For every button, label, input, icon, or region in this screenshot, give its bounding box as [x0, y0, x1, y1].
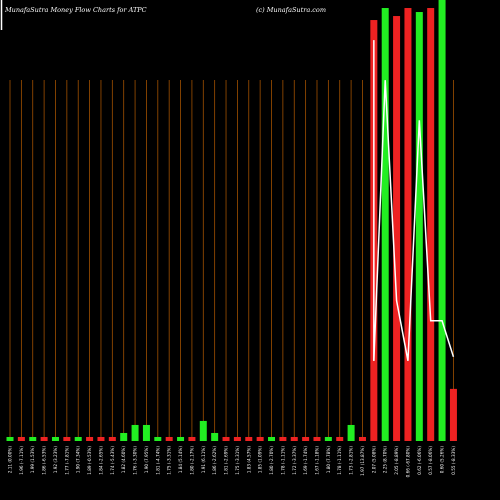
x-tick-label: 1.72 (-3.37%) — [292, 446, 297, 475]
bar — [268, 436, 276, 441]
bar — [245, 436, 253, 441]
bar — [302, 436, 310, 441]
x-tick-label: 1.96 (-7.11%) — [19, 446, 24, 475]
x-tick-label: 1.82 (4.60%) — [121, 446, 126, 474]
bar — [120, 432, 128, 441]
x-tick-label: 1.84 (5.14%) — [178, 446, 183, 474]
bar — [336, 436, 344, 441]
x-tick-label: 1.84 (-2.65%) — [98, 446, 103, 475]
bar — [211, 432, 219, 441]
bar — [177, 436, 185, 441]
bar — [393, 16, 401, 441]
bar — [290, 436, 298, 441]
x-tick-label: 1.75 (-3.31%) — [167, 446, 172, 475]
x-tick-label: 1.99 (1.53%) — [30, 446, 35, 474]
x-tick-label: 1.80 (-2.17%) — [189, 446, 194, 475]
bar — [358, 436, 366, 441]
x-tick-label: 1.78 (-1.11%) — [337, 446, 342, 475]
bar — [108, 436, 116, 441]
x-tick-label: 1.77 (-7.81%) — [64, 446, 69, 475]
bar — [17, 436, 25, 441]
bar — [74, 436, 82, 441]
x-tick-label: 1.90 (7.34%) — [76, 446, 81, 474]
x-tick-label: 1.67 (-1.18%) — [314, 446, 319, 475]
x-tick-label: 1.85 (1.09%) — [258, 446, 263, 474]
bar — [222, 436, 230, 441]
watermark: (c) MunafaSutra.com — [256, 6, 326, 14]
bar — [142, 424, 150, 441]
bar — [415, 12, 423, 441]
bar — [279, 436, 287, 441]
bar — [438, 0, 446, 441]
bar — [97, 436, 105, 441]
x-tick-label: 1.81 (-4.74%) — [155, 446, 160, 475]
flow-line-path — [373, 80, 455, 361]
x-tick-label: 1.86 (-2.62%) — [212, 446, 217, 475]
bar — [233, 436, 241, 441]
bar — [154, 436, 162, 441]
x-tick-label: 1.83 (4.57%) — [246, 446, 251, 474]
x-tick-labels: 2.11 (0.00%) 1.96 (-7.11%) 1.99 (1.53%) 1.8… — [8, 446, 456, 478]
x-tick-label: 1.69 (-1.74%) — [303, 446, 308, 475]
x-tick-label: 0.55 (-8.33%) — [451, 446, 456, 475]
x-tick-label: 0.66 (-67.80%) — [405, 446, 410, 478]
x-tick-label: 2.05 (-8.89%) — [394, 446, 399, 475]
bar — [449, 388, 457, 441]
x-tick-label: 1.80 (7.78%) — [326, 446, 331, 474]
bar — [6, 436, 14, 441]
bar — [313, 436, 321, 441]
x-tick-label: 0.62 (-6.06%) — [417, 446, 422, 475]
x-tick-label: 1.80 (-2.70%) — [269, 446, 274, 475]
bar — [324, 436, 332, 441]
x-tick-label: 1.81 (-2.69%) — [224, 446, 229, 475]
x-tick-label: 1.74 (-5.43%) — [110, 446, 115, 475]
x-tick-label: 1.97 (13.87%) — [360, 446, 365, 476]
bar — [131, 424, 139, 441]
bar — [63, 436, 71, 441]
bar — [86, 436, 94, 441]
x-tick-label: 1.78 (-1.11%) — [280, 446, 285, 475]
chart-title: MunafaSutra Money Flow Charts for ATPC — [5, 6, 147, 14]
x-tick-label: 1.76 (-3.30%) — [133, 446, 138, 475]
x-tick-label: 1.92 (3.23%) — [53, 446, 58, 474]
x-tick-label: 0.57 (-8.06%) — [428, 446, 433, 475]
flow-line — [0, 0, 455, 361]
bar — [347, 424, 355, 441]
x-tick-label: 2.11 (0.00%) — [8, 446, 13, 474]
bar — [404, 8, 412, 441]
x-tick-label: 2.25 (8.70%) — [383, 446, 388, 474]
bar — [381, 8, 389, 441]
x-tick-label: 1.86 (-6.53%) — [42, 446, 47, 475]
bar — [165, 436, 173, 441]
bar — [51, 436, 59, 441]
bar — [40, 436, 48, 441]
bar — [29, 436, 37, 441]
bar — [427, 8, 435, 441]
x-tick-label: 1.89 (-0.53%) — [87, 446, 92, 475]
x-tick-label: 1.73 (-2.81%) — [349, 446, 354, 475]
bars — [6, 0, 457, 442]
x-tick-label: 2.07 (5.08%) — [371, 446, 376, 474]
bar — [188, 436, 196, 441]
bar — [256, 436, 264, 441]
x-tick-label: 0.60 (5.26%) — [440, 446, 445, 474]
x-tick-label: 1.91 (6.11%) — [201, 446, 206, 474]
x-tick-label: 1.90 (7.95%) — [144, 446, 149, 474]
x-tick-label: 1.75 (-3.31%) — [235, 446, 240, 475]
bar — [199, 420, 207, 441]
